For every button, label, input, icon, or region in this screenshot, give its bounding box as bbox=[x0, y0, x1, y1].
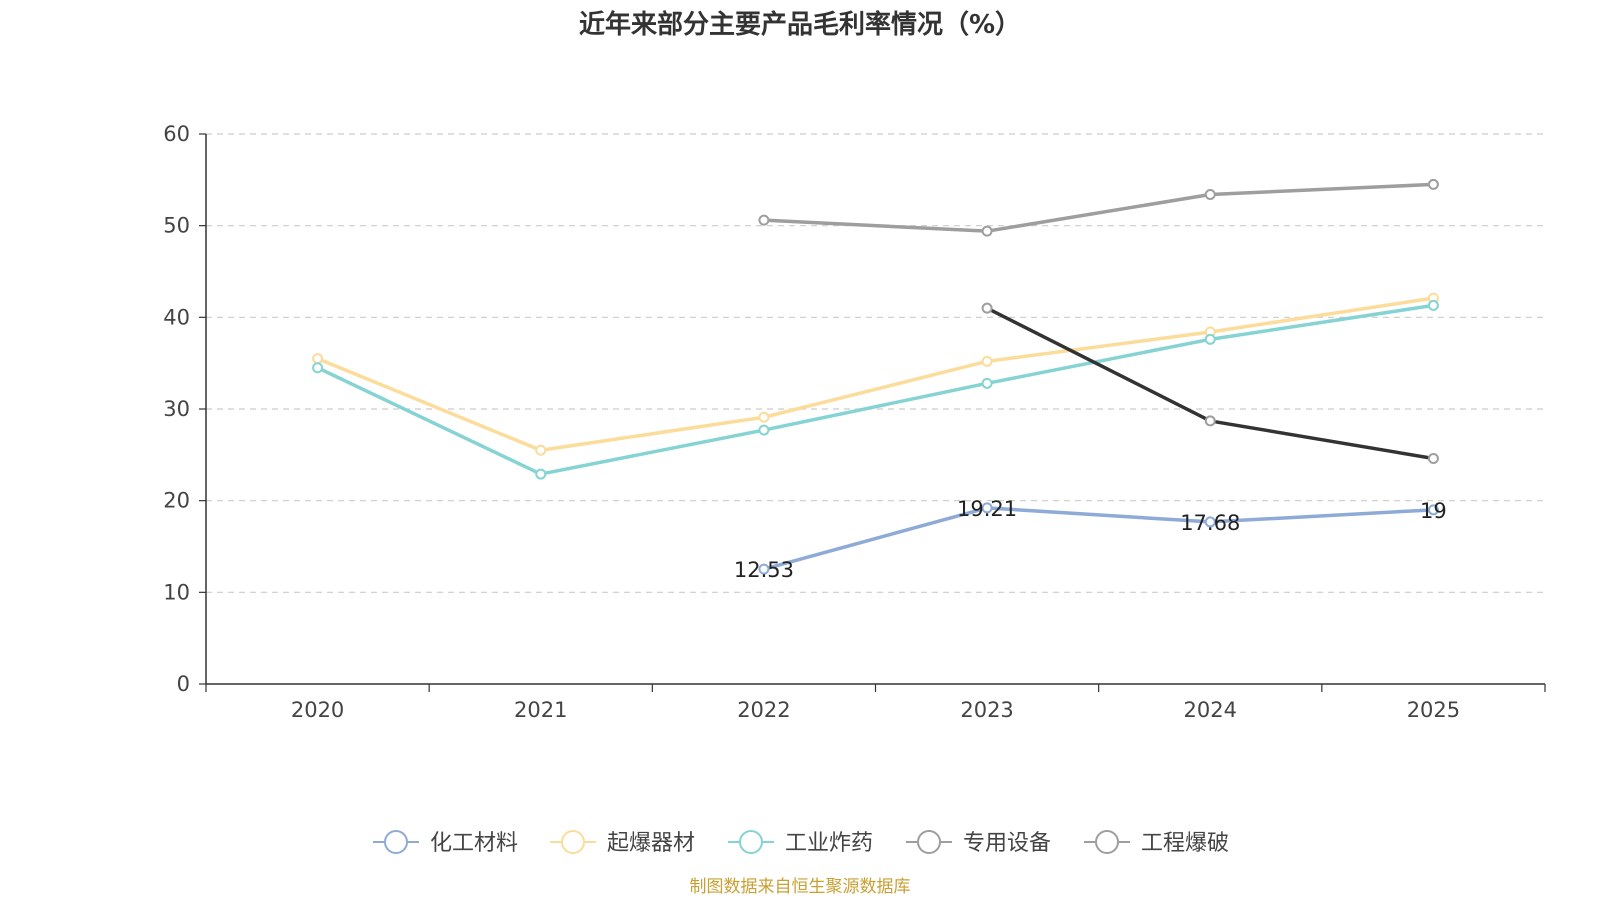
y-tick-label: 10 bbox=[163, 580, 190, 604]
data-point[interactable] bbox=[535, 444, 547, 456]
legend-item-4[interactable]: 工程爆破 bbox=[1084, 830, 1229, 856]
data-point[interactable] bbox=[312, 353, 324, 365]
series-line-2 bbox=[315, 303, 1436, 476]
source-note: 制图数据来自恒生聚源数据库 bbox=[690, 877, 911, 897]
data-point[interactable] bbox=[758, 563, 770, 575]
legend-marker-icon bbox=[739, 830, 763, 854]
legend-label: 工业炸药 bbox=[785, 831, 873, 856]
y-tick-label: 30 bbox=[163, 397, 190, 421]
data-point[interactable] bbox=[1427, 299, 1439, 311]
data-point[interactable] bbox=[981, 225, 993, 237]
x-tick-label: 2020 bbox=[291, 698, 344, 722]
x-tick-label: 2022 bbox=[737, 698, 790, 722]
grid-lines bbox=[206, 133, 1545, 593]
data-point[interactable] bbox=[1427, 504, 1439, 516]
legend-label: 化工材料 bbox=[430, 831, 518, 856]
data-label: 19 bbox=[1420, 499, 1447, 523]
axes: 0 10 20 30 40 50 60 2020 2021 2022 2023 2024 2025 bbox=[163, 122, 1546, 722]
data-labels: 12.53 19.21 17.68 19 bbox=[734, 497, 1447, 582]
data-point[interactable] bbox=[758, 424, 770, 436]
legend-item-0[interactable]: 化工材料 bbox=[373, 830, 518, 856]
legend-label: 专用设备 bbox=[963, 831, 1051, 856]
y-tick-label: 60 bbox=[163, 122, 190, 146]
x-tick-label: 2024 bbox=[1184, 698, 1237, 722]
x-tick-label: 2021 bbox=[514, 698, 567, 722]
data-point[interactable] bbox=[1204, 415, 1216, 427]
legend-item-2[interactable]: 工业炸药 bbox=[728, 830, 873, 856]
chart-title: 近年来部分主要产品毛利率情况（%） bbox=[579, 9, 1021, 40]
y-tick-label: 40 bbox=[163, 305, 190, 329]
series-line-1 bbox=[315, 296, 1436, 452]
series-line-0 bbox=[762, 506, 1436, 571]
data-label: 12.53 bbox=[734, 558, 794, 582]
legend-marker-icon bbox=[384, 830, 408, 854]
data-point[interactable] bbox=[758, 214, 770, 226]
series-line-3 bbox=[762, 182, 1436, 233]
series-lines bbox=[312, 178, 1439, 575]
legend-marker-icon bbox=[1095, 830, 1119, 854]
data-point[interactable] bbox=[981, 502, 993, 514]
legend-label: 工程爆破 bbox=[1141, 831, 1229, 856]
data-point[interactable] bbox=[981, 302, 993, 314]
data-point[interactable] bbox=[1204, 516, 1216, 528]
data-point[interactable] bbox=[981, 355, 993, 367]
data-point[interactable] bbox=[1204, 333, 1216, 345]
data-label: 17.68 bbox=[1180, 511, 1240, 535]
y-tick-label: 0 bbox=[177, 672, 190, 696]
data-point[interactable] bbox=[1427, 453, 1439, 464]
data-point[interactable] bbox=[312, 362, 324, 374]
data-point[interactable] bbox=[1427, 178, 1439, 190]
y-tick-label: 20 bbox=[163, 489, 190, 513]
data-point[interactable] bbox=[535, 468, 547, 480]
legend-marker-icon bbox=[561, 830, 585, 854]
legend[interactable]: 化工材料 起爆器材 工业炸药 专用设备 工程爆破 bbox=[373, 830, 1229, 856]
x-tick-label: 2023 bbox=[960, 698, 1013, 722]
data-point[interactable] bbox=[981, 377, 993, 389]
legend-item-1[interactable]: 起爆器材 bbox=[550, 830, 695, 856]
data-point[interactable] bbox=[758, 411, 770, 423]
x-tick-label: 2025 bbox=[1407, 698, 1460, 722]
y-tick-label: 50 bbox=[163, 214, 190, 238]
legend-marker-icon bbox=[917, 830, 941, 854]
data-point[interactable] bbox=[1204, 189, 1216, 200]
legend-item-3[interactable]: 专用设备 bbox=[906, 830, 1051, 856]
legend-label: 起爆器材 bbox=[607, 831, 695, 856]
data-label: 19.21 bbox=[957, 497, 1017, 521]
